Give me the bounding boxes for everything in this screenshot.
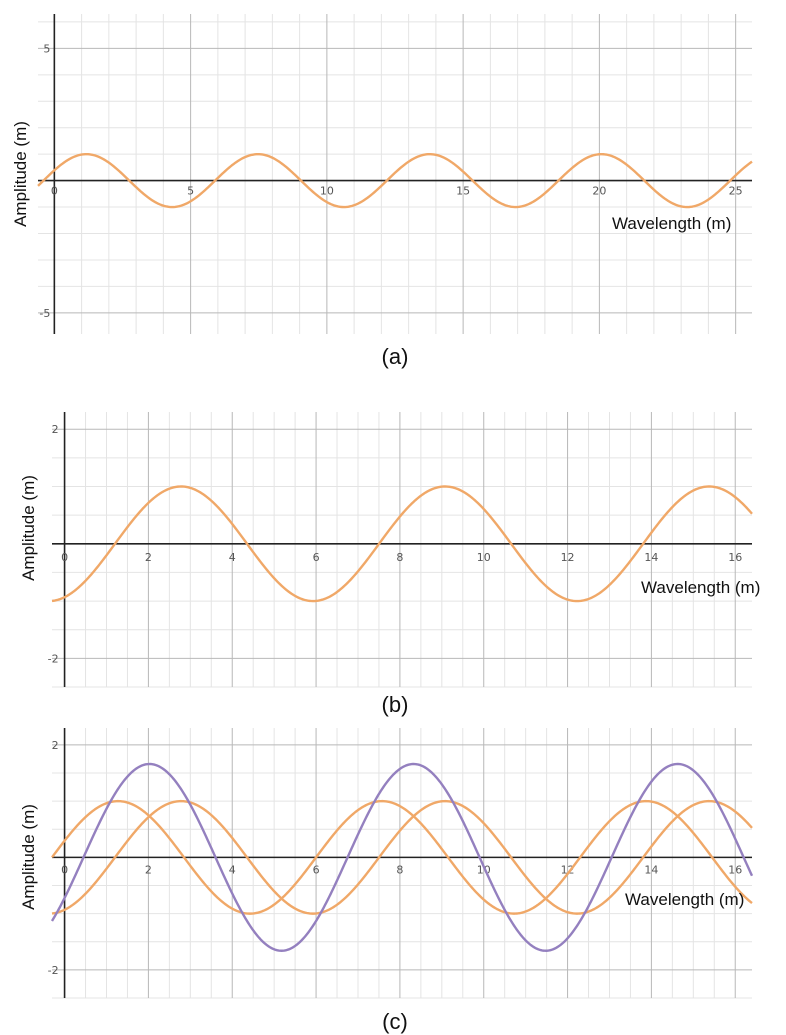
x-tick-label: 12 bbox=[561, 551, 575, 564]
y-tick-label: 5 bbox=[43, 42, 50, 55]
minor-gridlines bbox=[52, 728, 752, 999]
x-tick-label: 0 bbox=[61, 863, 68, 876]
major-gridlines bbox=[52, 412, 752, 687]
x-tick-label: 0 bbox=[61, 551, 68, 564]
chart-a: 0 5 10 15 20 25 -5 5 Amplitude (m) Wavelength (m)… bbox=[11, 14, 753, 369]
x-tick-label: 14 bbox=[644, 863, 658, 876]
wave-series-1 bbox=[51, 799, 753, 915]
y-tick-label: -2 bbox=[48, 652, 59, 665]
wave-series-3 bbox=[50, 762, 754, 952]
x-tick-label: 6 bbox=[313, 863, 320, 876]
panel-label: (b) bbox=[382, 692, 409, 717]
y-tick-label: 2 bbox=[52, 423, 59, 436]
x-tick-label: 2 bbox=[145, 551, 152, 564]
x-tick-label: 25 bbox=[729, 185, 743, 198]
panel-label: (c) bbox=[382, 1009, 408, 1034]
y-axis-title: Amplitude (m) bbox=[19, 804, 38, 910]
x-tick-label: 8 bbox=[396, 863, 403, 876]
x-tick-label: 6 bbox=[313, 551, 320, 564]
y-axis-title: Amplitude (m) bbox=[11, 121, 30, 227]
wave-series-1 bbox=[51, 485, 753, 603]
x-tick-label: 10 bbox=[477, 551, 491, 564]
x-tick-label: 4 bbox=[229, 551, 236, 564]
x-tick-label: 20 bbox=[592, 185, 606, 198]
chart-b: 0 2 4 6 8 10 12 14 16 -2 2 Amplitude (m) Wavelength … bbox=[19, 412, 760, 717]
x-tick-label: 4 bbox=[229, 863, 236, 876]
minor-gridlines bbox=[52, 412, 752, 688]
x-tick-label: 10 bbox=[320, 185, 334, 198]
panel-label: (a) bbox=[382, 344, 409, 369]
x-tick-label: 14 bbox=[644, 551, 658, 564]
x-axis-title: Wavelength (m) bbox=[641, 578, 760, 597]
x-tick-label: 8 bbox=[396, 551, 403, 564]
y-tick-label: 2 bbox=[52, 739, 59, 752]
x-axis-title: Wavelength (m) bbox=[612, 214, 731, 233]
y-tick-label: -5 bbox=[39, 307, 50, 320]
x-tick-label: 16 bbox=[728, 551, 742, 564]
minor-gridlines bbox=[38, 14, 752, 334]
x-tick-label: 12 bbox=[561, 863, 575, 876]
y-tick-label: -2 bbox=[48, 964, 59, 977]
y-axis-title: Amplitude (m) bbox=[19, 475, 38, 581]
x-axis-title: Wavelength (m) bbox=[625, 890, 744, 909]
x-tick-label: 15 bbox=[456, 185, 470, 198]
x-tick-label: 2 bbox=[145, 863, 152, 876]
major-gridlines bbox=[52, 728, 752, 998]
wave-series-2 bbox=[51, 799, 753, 915]
x-tick-label: 0 bbox=[51, 185, 58, 198]
x-tick-label: 16 bbox=[728, 863, 742, 876]
x-tick-label: 5 bbox=[187, 185, 194, 198]
wave-series-1 bbox=[37, 152, 753, 209]
